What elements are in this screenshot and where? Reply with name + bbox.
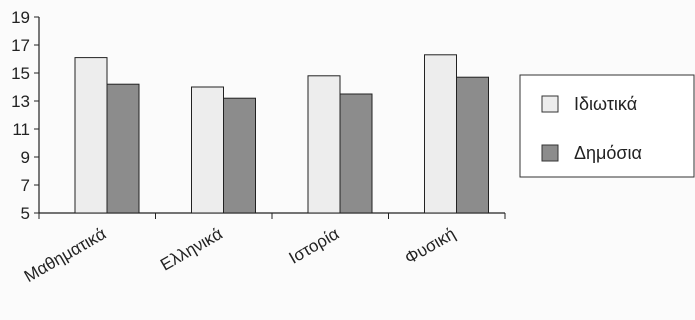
bar-dimosia-0 <box>106 83 140 214</box>
y-tick-label: 13 <box>11 92 30 111</box>
legend-swatch-dimosia <box>541 144 559 162</box>
chart-bars <box>74 54 489 214</box>
bar-idiotika-3 <box>424 54 457 214</box>
x-category-labels: Μαθηματικά Ελληνικά Ιστορία Φυσική <box>21 224 459 286</box>
bar-dimosia-1 <box>223 97 256 214</box>
x-category-label: Φυσική <box>402 224 459 268</box>
chart-legend: Ιδιωτικά Δημόσια <box>519 74 695 178</box>
bar-idiotika-0 <box>74 57 108 214</box>
y-tick-label: 11 <box>12 120 30 139</box>
x-category-label: Ελληνικά <box>157 224 226 275</box>
x-category-label: Μαθηματικά <box>21 224 110 286</box>
bar-idiotika-1 <box>191 86 224 214</box>
bar-dimosia-3 <box>456 76 489 214</box>
y-tick-label: 19 <box>11 8 30 27</box>
bar-idiotika-2 <box>307 75 341 214</box>
y-tick-labels: 5 7 9 11 13 15 17 19 <box>11 8 30 223</box>
legend-swatch-idiotika <box>541 95 559 113</box>
y-tick-label: 9 <box>21 148 30 167</box>
bar-dimosia-2 <box>339 93 373 214</box>
y-tick-label: 17 <box>11 36 30 55</box>
y-tick-label: 5 <box>21 204 30 223</box>
x-category-label: Ιστορία <box>286 224 343 268</box>
y-tick-label: 15 <box>11 64 30 83</box>
legend-label-idiotika: Ιδιωτικά <box>574 94 637 114</box>
y-tick-label: 7 <box>21 176 30 195</box>
legend-label-dimosia: Δημόσια <box>574 143 642 163</box>
